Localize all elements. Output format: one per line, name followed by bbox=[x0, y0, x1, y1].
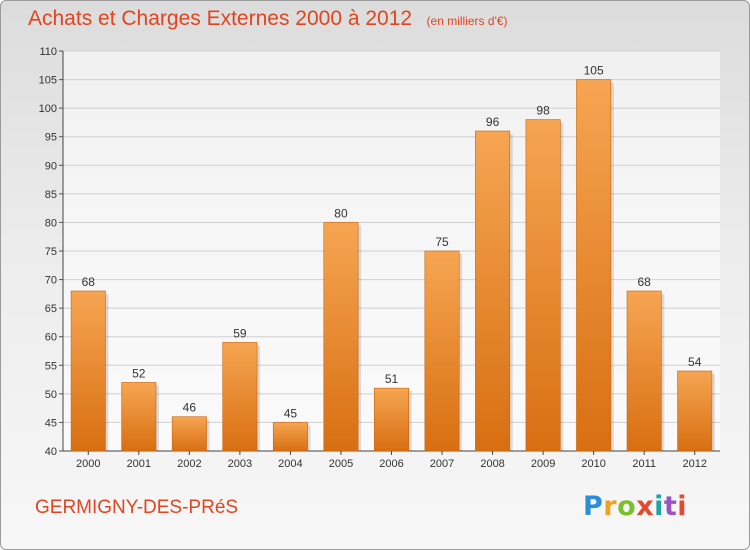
x-tick-label: 2010 bbox=[581, 458, 605, 470]
x-tick-label: 2005 bbox=[329, 458, 353, 470]
bar-value-label: 105 bbox=[584, 64, 604, 78]
bar-2006 bbox=[374, 387, 409, 452]
y-tick-label: 105 bbox=[39, 75, 57, 87]
bar-2003 bbox=[222, 342, 258, 452]
x-tick-label: 2012 bbox=[682, 458, 706, 470]
x-tick-label: 2004 bbox=[278, 458, 302, 470]
y-tick-label: 85 bbox=[45, 189, 57, 201]
y-tick-label: 70 bbox=[45, 275, 57, 287]
bar-value-label: 68 bbox=[82, 275, 96, 289]
bar-2004 bbox=[272, 422, 308, 452]
bar-value-label: 54 bbox=[688, 355, 702, 369]
bar-value-label: 68 bbox=[638, 275, 652, 289]
bar-2000 bbox=[70, 290, 106, 452]
brand-logo-letter: o bbox=[617, 491, 637, 522]
y-tick-label: 65 bbox=[45, 303, 57, 315]
x-tick-label: 2008 bbox=[480, 458, 504, 470]
x-tick-label: 2001 bbox=[127, 458, 151, 470]
bar-value-label: 80 bbox=[334, 206, 348, 220]
bar-2007 bbox=[424, 250, 460, 452]
y-tick-label: 55 bbox=[45, 360, 57, 372]
bar-2008 bbox=[475, 130, 511, 452]
brand-logo-letter: P bbox=[583, 491, 604, 522]
brand-logo-letter: t bbox=[663, 491, 678, 522]
bar-2012 bbox=[677, 370, 713, 452]
x-tick-label: 2006 bbox=[379, 458, 403, 470]
bar-value-label: 75 bbox=[435, 235, 449, 249]
y-tick-label: 110 bbox=[39, 46, 57, 58]
x-tick-label: 2007 bbox=[430, 458, 454, 470]
bar-value-label: 59 bbox=[233, 326, 247, 340]
y-tick-label: 90 bbox=[45, 160, 57, 172]
brand-logo-letter: i bbox=[654, 491, 664, 522]
brand-logo-letter: x bbox=[636, 491, 655, 522]
x-tick-label: 2000 bbox=[76, 458, 100, 470]
title-row: Achats et Charges Externes 2000 à 2012 (… bbox=[28, 7, 508, 31]
y-tick-label: 60 bbox=[45, 332, 57, 344]
x-tick-label: 2011 bbox=[632, 458, 656, 470]
y-tick-label: 80 bbox=[45, 217, 57, 229]
y-tick-label: 45 bbox=[45, 417, 57, 429]
y-tick-label: 95 bbox=[45, 132, 57, 144]
y-tick-label: 50 bbox=[45, 389, 57, 401]
x-tick-label: 2009 bbox=[531, 458, 555, 470]
x-tick-label: 2003 bbox=[228, 458, 252, 470]
bar-2010 bbox=[576, 79, 612, 452]
y-tick-label: 100 bbox=[39, 103, 57, 115]
y-tick-label: 75 bbox=[45, 246, 57, 258]
bar-value-label: 98 bbox=[536, 104, 550, 118]
brand-logo-letter: i bbox=[677, 491, 688, 522]
brand-logo: Proxiti bbox=[583, 491, 687, 522]
chart-title: Achats et Charges Externes 2000 à 2012 bbox=[28, 7, 413, 30]
bar-2011 bbox=[626, 290, 662, 452]
chart-subtitle: (en milliers d'€) bbox=[426, 14, 508, 28]
bar-2001 bbox=[121, 382, 157, 452]
bar-value-label: 51 bbox=[385, 372, 399, 386]
bar-2009 bbox=[525, 119, 561, 452]
bar-value-label: 45 bbox=[284, 406, 298, 420]
bar-value-label: 46 bbox=[183, 401, 197, 415]
commune-name: GERMIGNY-DES-PRéS bbox=[35, 497, 239, 518]
brand-logo-letter: r bbox=[603, 491, 618, 522]
bar-value-label: 96 bbox=[486, 115, 500, 129]
bar-2005 bbox=[323, 222, 359, 452]
y-tick-label: 40 bbox=[45, 446, 57, 458]
x-tick-label: 2002 bbox=[177, 458, 201, 470]
bar-2002 bbox=[171, 416, 207, 452]
bar-value-label: 52 bbox=[132, 366, 146, 380]
